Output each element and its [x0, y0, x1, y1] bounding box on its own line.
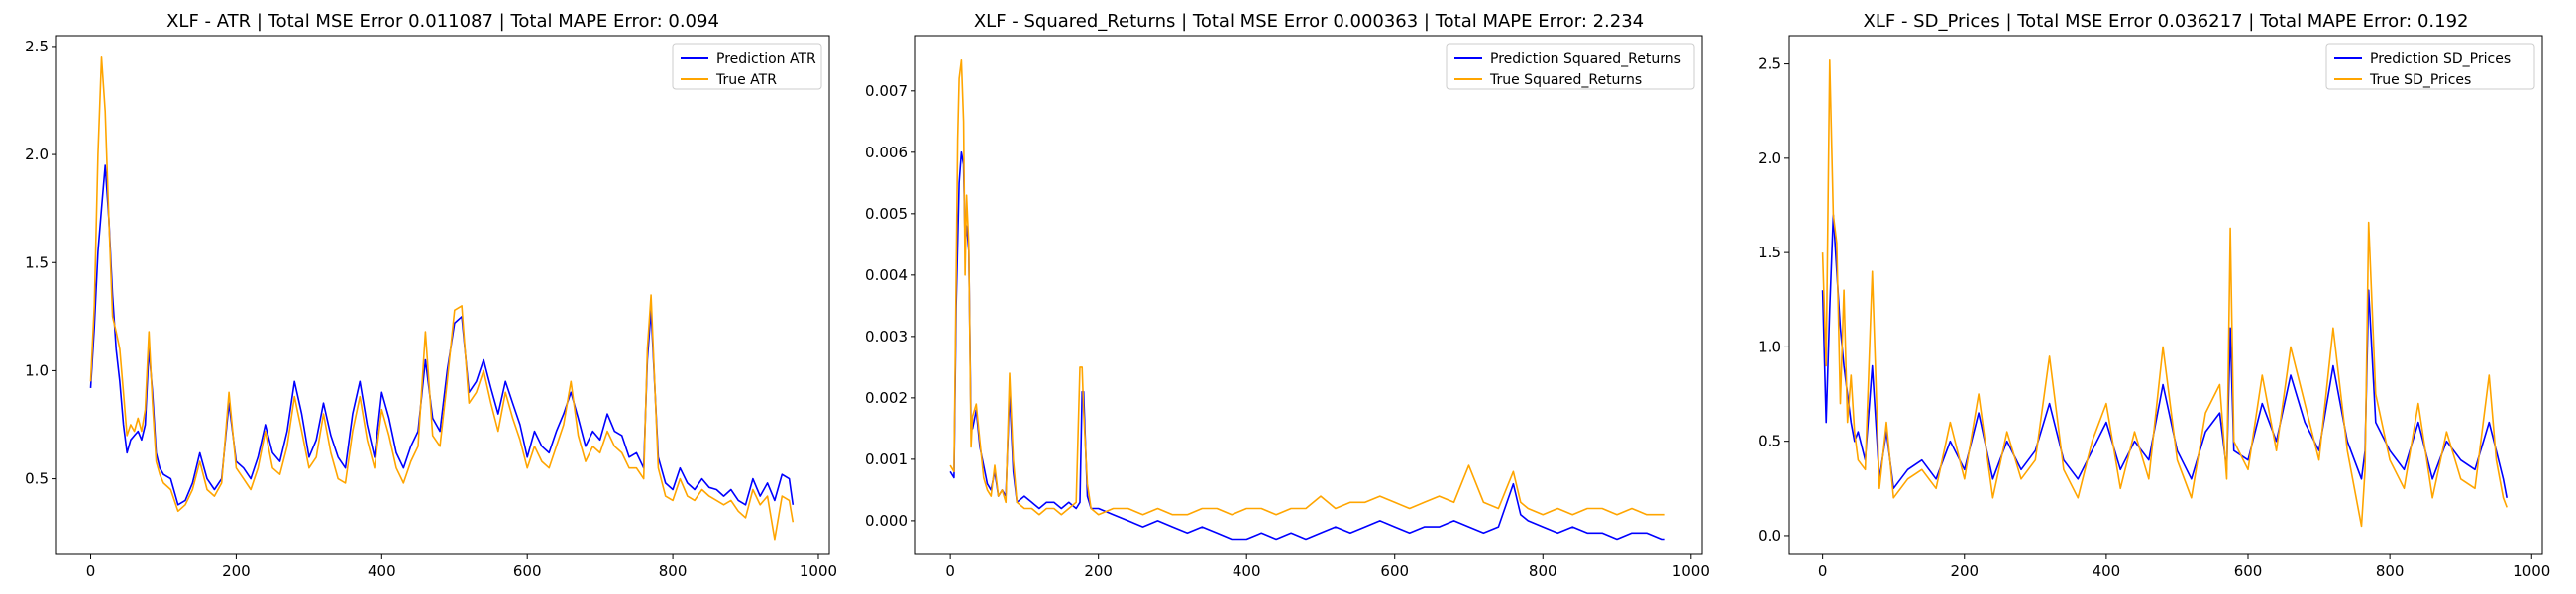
y-tick-label: 0.002	[865, 389, 908, 407]
legend-label: True ATR	[715, 72, 777, 88]
x-tick-label: 800	[1529, 562, 1557, 580]
chart-title: XLF - SD_Prices | Total MSE Error 0.0362…	[1864, 11, 2469, 32]
x-tick-label: 0	[1818, 562, 1828, 580]
series-line-true	[949, 58, 1665, 516]
y-tick-label: 0.004	[865, 266, 908, 284]
x-tick-label: 800	[2376, 562, 2405, 580]
y-tick-label: 0.0	[1758, 527, 1781, 544]
y-tick-label: 2.5	[25, 38, 49, 55]
x-tick-label: 400	[368, 562, 396, 580]
legend-box	[2325, 43, 2535, 90]
legend: Prediction Squared_Returns True Squared_R…	[1446, 43, 1695, 90]
legend-label: True Squared_Returns	[1489, 72, 1642, 88]
x-tick-label: 600	[1380, 562, 1409, 580]
series-line-prediction	[89, 164, 795, 506]
y-tick-label: 2.5	[1758, 55, 1781, 73]
plot-area-frame	[55, 35, 830, 555]
x-tick-label: 1000	[1672, 562, 1710, 580]
x-tick-label: 200	[1950, 562, 1979, 580]
plot-area-frame	[1788, 35, 2543, 555]
chart-panel-1: XLF - ATR | Total MSE Error 0.011087 | T…	[25, 11, 837, 580]
x-tick-label: 1000	[2513, 562, 2550, 580]
series-line-true	[1821, 58, 2508, 528]
x-tick-label: 0	[86, 562, 96, 580]
y-tick-label: 0.5	[1758, 433, 1781, 450]
y-tick-label: 1.0	[1758, 338, 1781, 355]
y-tick-label: 0.001	[865, 450, 908, 468]
y-tick-label: 0.005	[865, 205, 908, 223]
plot-area-frame	[914, 35, 1703, 555]
x-tick-label: 600	[513, 562, 542, 580]
x-tick-label: 200	[222, 562, 251, 580]
chart-title: XLF - Squared_Returns | Total MSE Error …	[974, 11, 1644, 32]
series-line-prediction	[949, 151, 1665, 541]
x-tick-label: 600	[2234, 562, 2263, 580]
chart-panel-3: XLF - SD_Prices | Total MSE Error 0.0362…	[1758, 11, 2550, 580]
legend: Prediction ATR True ATR	[672, 43, 822, 90]
legend-label: True SD_Prices	[2369, 72, 2471, 88]
x-tick-label: 200	[1084, 562, 1113, 580]
y-tick-label: 0.007	[865, 82, 908, 100]
legend-label: Prediction SD_Prices	[2370, 51, 2511, 67]
legend: Prediction SD_Prices True SD_Prices	[2325, 43, 2535, 90]
y-tick-label: 1.0	[25, 361, 49, 379]
y-tick-label: 0.006	[865, 144, 908, 161]
x-tick-label: 400	[1233, 562, 1261, 580]
y-tick-label: 0.000	[865, 512, 908, 530]
series-line-prediction	[1821, 214, 2508, 498]
legend-label: Prediction Squared_Returns	[1490, 51, 1681, 67]
legend-label: Prediction ATR	[716, 51, 816, 67]
y-tick-label: 2.0	[25, 146, 49, 163]
y-tick-label: 0.003	[865, 328, 908, 346]
legend-box	[1446, 43, 1695, 90]
y-tick-label: 0.5	[25, 470, 49, 488]
y-tick-label: 1.5	[25, 253, 49, 271]
x-tick-label: 1000	[800, 562, 837, 580]
y-tick-label: 2.0	[1758, 149, 1781, 167]
chart-panel-2: XLF - Squared_Returns | Total MSE Error …	[865, 11, 1710, 580]
chart-title: XLF - ATR | Total MSE Error 0.011087 | T…	[166, 11, 719, 32]
series-line-true	[89, 55, 795, 541]
legend-box	[672, 43, 822, 90]
y-tick-label: 1.5	[1758, 244, 1781, 261]
x-tick-label: 400	[2093, 562, 2121, 580]
x-tick-label: 800	[659, 562, 688, 580]
x-tick-label: 0	[945, 562, 955, 580]
